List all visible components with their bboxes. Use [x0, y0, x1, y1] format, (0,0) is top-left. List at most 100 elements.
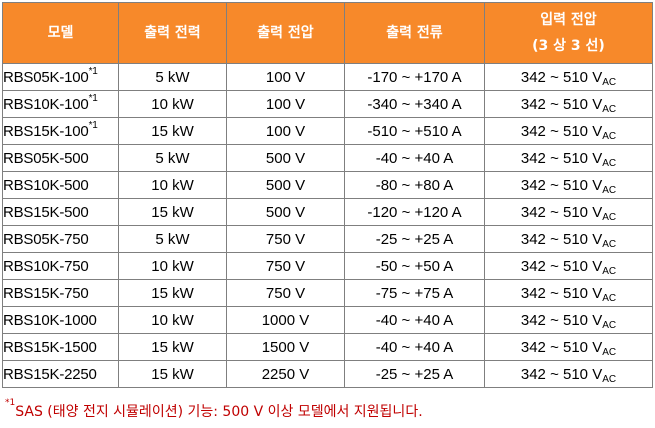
model-name: RBS05K-500 — [3, 149, 89, 167]
model-name: RBS15K-750 — [3, 284, 89, 302]
cell-output-power: 10 kW — [118, 90, 227, 118]
input-voltage-value: 342 ~ 510 V — [520, 95, 603, 113]
model-name: RBS15K-500 — [3, 203, 89, 221]
cell-output-power: 15 kW — [118, 198, 227, 226]
header-input-voltage-line1: 입력 전압 — [540, 12, 597, 28]
table-row: RBS10K-750 10 kW 750 V -50 ~ +50 A 342 ~ 510… — [2, 252, 653, 280]
cell-output-power: 5 kW — [118, 63, 227, 91]
input-voltage-value: 342 ~ 510 V — [520, 230, 603, 248]
cell-input-voltage: 342 ~ 510 VAC — [484, 63, 653, 91]
table-row: RBS05K-750 5 kW 750 V -25 ~ +25 A 342 ~ 510 … — [2, 225, 653, 253]
model-name: RBS15K-2250 — [3, 365, 97, 383]
cell-output-power: 15 kW — [118, 333, 227, 361]
cell-input-voltage: 342 ~ 510 VAC — [484, 198, 653, 226]
cell-input-voltage: 342 ~ 510 VAC — [484, 252, 653, 280]
cell-output-voltage: 500 V — [226, 198, 345, 226]
cell-output-power: 15 kW — [118, 117, 227, 145]
cell-output-voltage: 500 V — [226, 171, 345, 199]
input-voltage-value: 342 ~ 510 V — [520, 338, 603, 356]
cell-input-voltage: 342 ~ 510 VAC — [484, 279, 653, 307]
footnote-marker: *1 — [5, 398, 16, 408]
ac-subscript: AC — [602, 103, 617, 115]
input-voltage-value: 342 ~ 510 V — [520, 257, 603, 275]
cell-output-voltage: 750 V — [226, 252, 345, 280]
ac-subscript: AC — [602, 157, 617, 169]
model-name: RBS15K-100 — [3, 122, 89, 140]
cell-output-current: -80 ~ +80 A — [344, 171, 485, 199]
input-voltage-value: 342 ~ 510 V — [520, 122, 603, 140]
cell-output-power: 10 kW — [118, 306, 227, 334]
ac-subscript: AC — [602, 238, 617, 250]
cell-output-current: -50 ~ +50 A — [344, 252, 485, 280]
table-row: RBS05K-500 5 kW 500 V -40 ~ +40 A 342 ~ 510 … — [2, 144, 653, 172]
input-voltage-value: 342 ~ 510 V — [520, 284, 603, 302]
cell-output-power: 5 kW — [118, 225, 227, 253]
table-row: RBS10K-500 10 kW 500 V -80 ~ +80 A 342 ~ 510… — [2, 171, 653, 199]
cell-output-voltage: 750 V — [226, 279, 345, 307]
cell-model: RBS10K-750 — [2, 252, 119, 280]
cell-output-power: 15 kW — [118, 360, 227, 388]
cell-model: RBS05K-500 — [2, 144, 119, 172]
cell-input-voltage: 342 ~ 510 VAC — [484, 171, 653, 199]
cell-input-voltage: 342 ~ 510 VAC — [484, 225, 653, 253]
cell-output-voltage: 100 V — [226, 63, 345, 91]
header-input-voltage: 입력 전압 (3 상 3 선) — [484, 2, 653, 64]
cell-output-current: -75 ~ +75 A — [344, 279, 485, 307]
header-output-power: 출력 전력 — [118, 2, 227, 64]
cell-model: RBS15K-750 — [2, 279, 119, 307]
input-voltage-value: 342 ~ 510 V — [520, 149, 603, 167]
cell-input-voltage: 342 ~ 510 VAC — [484, 90, 653, 118]
model-name: RBS10K-500 — [3, 176, 89, 194]
cell-output-current: -40 ~ +40 A — [344, 333, 485, 361]
cell-model: RBS15K-100*1 — [2, 117, 119, 145]
cell-model: RBS10K-100*1 — [2, 90, 119, 118]
ac-subscript: AC — [602, 211, 617, 223]
header-output-voltage: 출력 전압 — [226, 2, 345, 64]
header-model: 모델 — [2, 2, 119, 64]
ac-subscript: AC — [602, 265, 617, 277]
ac-subscript: AC — [602, 373, 617, 385]
cell-output-voltage: 1500 V — [226, 333, 345, 361]
model-name: RBS15K-1500 — [3, 338, 97, 356]
table-row: RBS15K-2250 15 kW 2250 V -25 ~ +25 A 342 ~ 5… — [2, 360, 653, 388]
footnote-text: SAS (태양 전지 시뮬레이션) 기능: 500 V 이상 모델에서 지원됩니… — [15, 404, 423, 420]
footnote: *1SAS (태양 전지 시뮬레이션) 기능: 500 V 이상 모델에서 지원… — [5, 398, 423, 421]
cell-output-current: -25 ~ +25 A — [344, 225, 485, 253]
cell-output-voltage: 500 V — [226, 144, 345, 172]
cell-model: RBS05K-100*1 — [2, 63, 119, 91]
ac-subscript: AC — [602, 130, 617, 142]
cell-output-current: -340 ~ +340 A — [344, 90, 485, 118]
ac-subscript: AC — [602, 346, 617, 358]
table-row: RBS15K-1500 15 kW 1500 V -40 ~ +40 A 342 ~ 5… — [2, 333, 653, 361]
cell-output-power: 10 kW — [118, 252, 227, 280]
cell-output-voltage: 100 V — [226, 117, 345, 145]
footnote-ref: *1 — [88, 92, 98, 104]
table-row: RBS15K-500 15 kW 500 V -120 ~ +120 A 342 ~ 5… — [2, 198, 653, 226]
cell-model: RBS10K-1000 — [2, 306, 119, 334]
model-name: RBS05K-100 — [3, 68, 89, 86]
input-voltage-value: 342 ~ 510 V — [520, 311, 603, 329]
input-voltage-value: 342 ~ 510 V — [520, 68, 603, 86]
input-voltage-value: 342 ~ 510 V — [520, 365, 603, 383]
ac-subscript: AC — [602, 76, 617, 88]
cell-model: RBS15K-500 — [2, 198, 119, 226]
cell-input-voltage: 342 ~ 510 VAC — [484, 360, 653, 388]
table-row: RBS15K-100*1 15 kW 100 V -510 ~ +510 A 342 ~… — [2, 117, 653, 145]
cell-output-power: 5 kW — [118, 144, 227, 172]
ac-subscript: AC — [602, 319, 617, 331]
cell-output-power: 10 kW — [118, 171, 227, 199]
model-name: RBS10K-1000 — [3, 311, 97, 329]
header-output-current: 출력 전류 — [344, 2, 485, 64]
table-row: RBS10K-100*1 10 kW 100 V -340 ~ +340 A 342 ~… — [2, 90, 653, 118]
input-voltage-value: 342 ~ 510 V — [520, 203, 603, 221]
table-row: RBS05K-100*1 5 kW 100 V -170 ~ +170 A 342 ~ … — [2, 63, 653, 91]
footnote-ref: *1 — [88, 65, 98, 77]
footnote-ref: *1 — [88, 119, 98, 131]
model-name: RBS10K-100 — [3, 95, 89, 113]
cell-output-current: -170 ~ +170 A — [344, 63, 485, 91]
cell-input-voltage: 342 ~ 510 VAC — [484, 144, 653, 172]
model-name: RBS10K-750 — [3, 257, 89, 275]
cell-output-current: -120 ~ +120 A — [344, 198, 485, 226]
cell-model: RBS15K-2250 — [2, 360, 119, 388]
cell-output-power: 15 kW — [118, 279, 227, 307]
